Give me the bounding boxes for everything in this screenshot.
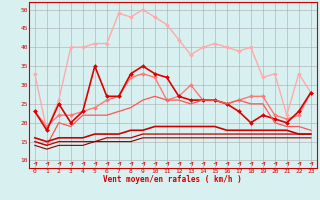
X-axis label: Vent moyen/en rafales ( km/h ): Vent moyen/en rafales ( km/h ) [103, 175, 242, 184]
